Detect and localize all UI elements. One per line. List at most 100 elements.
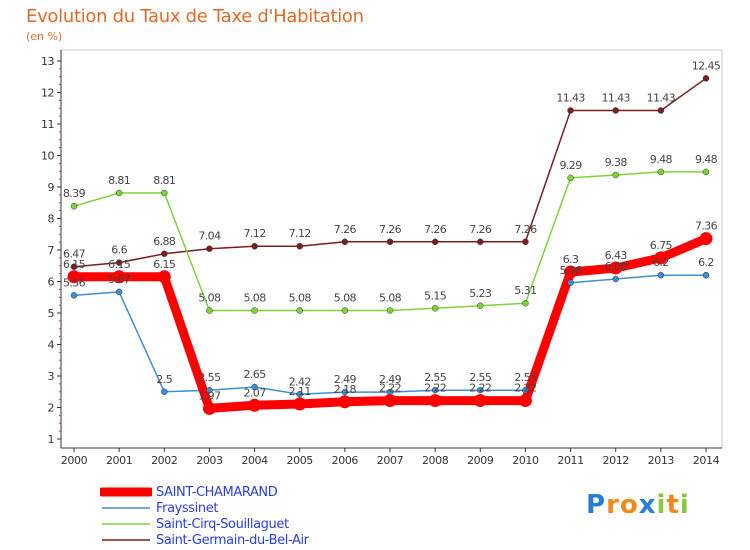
data-point [115,288,123,296]
data-point [657,107,665,114]
x-tick-label: 2012 [603,454,629,467]
data-label: 9.38 [605,156,628,169]
legend-swatch-3 [102,539,150,541]
data-point [567,107,574,114]
y-tick-label: 7 [48,244,55,257]
data-label: 2.55 [198,371,221,384]
chart-subtitle: (en %) [26,30,63,43]
data-label: 5.15 [424,289,447,302]
data-label: 6.2 [653,256,669,269]
legend-label: Saint-Germain-du-Bel-Air [156,532,309,548]
logo-letter: x [638,490,657,520]
data-point [609,261,623,275]
y-tick-label: 8 [48,213,55,226]
data-label: 5.96 [560,264,583,277]
data-point [296,307,303,314]
data-point [612,275,619,283]
x-tick-label: 2004 [241,454,268,467]
data-label: 11.43 [556,91,585,104]
data-label: 5.08 [198,291,221,304]
data-label: 12.45 [692,59,721,72]
data-label: 6.15 [153,258,176,271]
data-point [612,171,619,179]
data-point [341,238,349,246]
data-label: 8.81 [108,174,130,187]
data-point [161,388,168,395]
data-point [293,397,307,411]
data-point [431,386,439,394]
data-label: 9.29 [560,159,583,172]
legend-item-saint-germain-du-bel-air: Saint-Germain-du-Bel-Air [100,532,309,548]
y-tick-label: 4 [48,339,55,352]
x-tick-label: 2002 [151,454,177,467]
x-tick-label: 2008 [422,454,449,467]
data-point [206,386,213,394]
legend-item-frayssinet: Frayssinet [100,500,309,516]
data-point [251,383,258,391]
data-label: 7.26 [424,223,447,236]
x-tick-label: 2003 [196,454,223,467]
data-point [296,242,303,250]
data-point [341,307,349,314]
x-tick-label: 2006 [332,454,359,467]
data-label: 2.55 [514,371,537,384]
data-label: 2.49 [334,373,357,386]
data-label: 5.08 [244,291,267,304]
data-point [338,395,352,409]
y-tick-label: 9 [48,181,55,194]
data-label: 11.43 [601,91,630,104]
data-point [70,263,78,270]
data-label: 6.6 [111,244,127,257]
data-label: 6.43 [605,249,628,262]
data-point [206,307,213,314]
data-label: 7.04 [198,230,221,243]
data-label: 8.39 [63,187,86,200]
data-label: 2.07 [244,386,267,399]
x-tick-label: 2009 [467,454,494,467]
data-label: 8.81 [153,174,175,187]
logo-letter: r [606,490,620,520]
data-label: 5.67 [108,273,131,286]
data-point [383,394,397,408]
data-label: 2.18 [334,383,357,396]
data-point [522,238,529,246]
data-label: 5.08 [289,291,312,304]
data-label: 6.3 [563,253,579,266]
chart-title: Evolution du Taux de Taxe d'Habitation [26,6,364,27]
data-label: 7.26 [334,223,357,236]
data-label: 6.88 [153,235,176,248]
legend-label: Frayssinet [156,500,219,516]
data-point [477,238,484,246]
data-point [248,398,262,412]
data-label: 9.48 [650,153,673,166]
data-label: 2.22 [424,382,446,395]
data-label: 6.75 [650,239,673,252]
data-point [612,107,619,114]
data-point [70,202,78,210]
data-label: 2.42 [289,375,311,388]
legend-label: SAINT-CHAMARAND [156,484,278,500]
y-tick-label: 6 [48,276,55,289]
data-label: 5.56 [63,276,86,289]
data-point [567,279,574,287]
data-point [296,391,303,398]
data-label: 7.36 [695,220,718,233]
series-points [67,75,713,415]
x-tick-label: 2001 [106,454,132,467]
data-point [431,305,439,312]
y-tick-label: 11 [41,118,54,131]
data-label: 7.26 [469,223,492,236]
data-point [657,271,665,279]
data-point [477,302,484,310]
data-label: 5.31 [514,284,536,297]
data-point [67,270,81,284]
data-point [699,232,713,246]
data-label: 2.22 [469,382,491,395]
data-point [206,245,213,252]
y-tick-label: 10 [41,150,54,163]
data-label: 7.26 [514,223,537,236]
legend-label: Saint-Cirq-Souillaguet [156,516,289,532]
data-label: 2.22 [514,382,536,395]
